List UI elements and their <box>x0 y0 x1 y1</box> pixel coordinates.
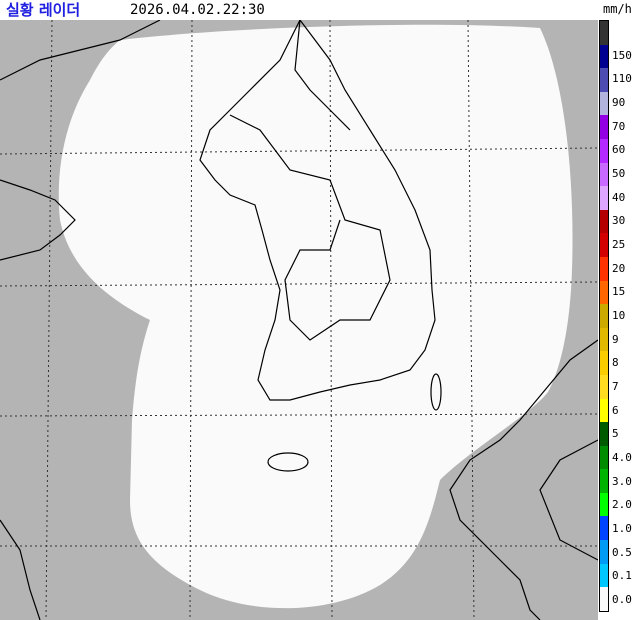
legend-color-13 <box>600 327 608 352</box>
legend-color-18 <box>600 445 608 470</box>
legend-label: 30 <box>612 214 626 228</box>
page-title: 실황 레이더 <box>6 1 81 19</box>
legend-color-23 <box>600 563 608 588</box>
header: 실황 레이더 2026.04.02.22:30 mm/h <box>0 0 635 20</box>
legend-label: 25 <box>612 237 626 251</box>
legend-color-1 <box>600 44 608 69</box>
legend-color-14 <box>600 351 608 375</box>
radar-map[interactable] <box>0 20 598 620</box>
legend-color-2 <box>600 68 608 92</box>
legend-label: 1.0 <box>612 522 632 536</box>
legend-color-11 <box>600 280 608 305</box>
legend-color-8 <box>600 209 608 234</box>
legend-label: 110 <box>612 72 632 86</box>
legend-label: 7 <box>612 380 619 394</box>
legend-label: 0.1 <box>612 569 632 583</box>
legend-color-7 <box>600 186 608 210</box>
legend-color-4 <box>600 115 608 139</box>
legend-color-22 <box>600 540 608 564</box>
legend-color-15 <box>600 374 608 399</box>
legend-label: 40 <box>612 190 626 204</box>
legend-color-5 <box>600 138 608 163</box>
legend-label: 6 <box>612 403 619 417</box>
legend-label: 9 <box>612 332 619 346</box>
legend-color-16 <box>600 398 608 423</box>
legend-label: 2.0 <box>612 498 632 512</box>
precipitation-color-scale <box>599 20 609 612</box>
legend-label: 3.0 <box>612 474 632 488</box>
legend-color-17 <box>600 422 608 446</box>
legend-label: 70 <box>612 119 626 133</box>
legend-color-20 <box>600 492 608 517</box>
legend-label: 4.0 <box>612 451 632 465</box>
observation-time: 2026.04.02.22:30 <box>130 2 265 18</box>
coastlines <box>0 20 598 620</box>
legend-label: 90 <box>612 95 626 109</box>
grid-lines <box>0 20 598 620</box>
legend-color-12 <box>600 304 608 328</box>
legend-color-3 <box>600 91 608 116</box>
legend-label: 50 <box>612 166 626 180</box>
precipitation-scale-labels: 150 110 90 70 60 50 40 30 25 20 15 10 9 8 7 6 5 4.0 3.0 2.0… <box>612 20 635 612</box>
legend-label: 5 <box>612 427 619 441</box>
legend-label: 0.5 <box>612 545 632 559</box>
legend-color-19 <box>600 469 608 493</box>
legend-color-9 <box>600 233 608 257</box>
legend-color-10 <box>600 256 608 281</box>
legend-unit: mm/h <box>603 2 632 16</box>
legend-label: 20 <box>612 261 626 275</box>
radar-coverage-area <box>58 24 573 609</box>
legend-label: 150 <box>612 48 632 62</box>
legend-label: 15 <box>612 285 626 299</box>
legend-label: 8 <box>612 356 619 370</box>
legend-label: 10 <box>612 309 626 322</box>
legend-color-0 <box>600 21 608 45</box>
legend-color-21 <box>600 516 608 541</box>
legend-label: 60 <box>612 143 626 157</box>
legend-label: 0.0 <box>612 593 632 607</box>
legend-color-6 <box>600 162 608 187</box>
legend-color-24 <box>600 587 608 611</box>
